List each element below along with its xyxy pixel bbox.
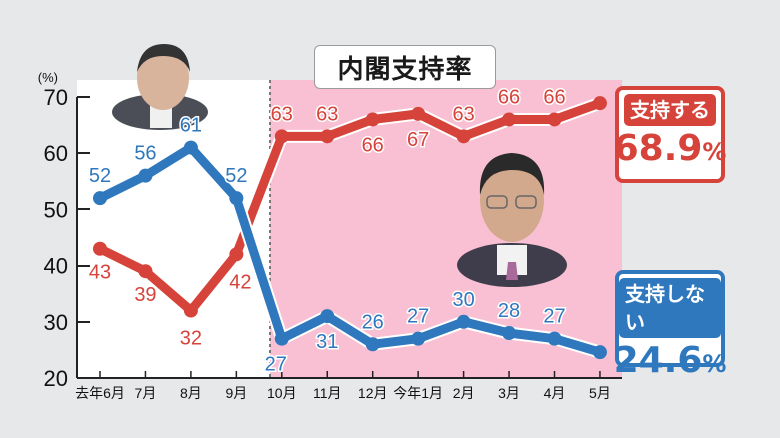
chart-title: 内閣支持率 [314, 45, 496, 89]
data-label: 63 [316, 103, 338, 125]
data-point [411, 106, 426, 121]
data-point [592, 345, 607, 360]
data-point [320, 309, 335, 324]
data-label: 32 [180, 328, 202, 350]
plot-area-previous [77, 80, 270, 378]
data-label: 28 [498, 300, 520, 322]
y-tick-label: 60 [44, 141, 68, 166]
legend-nonsupport-value: 24.6% [613, 340, 727, 381]
data-label: 56 [134, 143, 156, 165]
unit-label: (%) [38, 70, 58, 85]
x-tick-label: 今年1月 [393, 385, 443, 401]
y-tick-label: 50 [44, 197, 68, 222]
data-point [320, 129, 335, 144]
data-label: 61 [180, 115, 202, 137]
x-tick-label: 4月 [544, 385, 566, 401]
data-point [229, 191, 244, 206]
data-label: 27 [543, 306, 565, 328]
data-point [93, 241, 107, 256]
x-tick-label: 12月 [358, 385, 388, 401]
x-tick-label: 10月 [267, 385, 297, 401]
x-tick-label: 8月 [180, 385, 202, 401]
data-label: 63 [452, 103, 474, 125]
data-point [365, 112, 380, 127]
data-point [547, 112, 562, 127]
data-point [365, 337, 380, 352]
suga-portrait [112, 44, 208, 130]
legend-nonsupport: 支持しない 24.6% [614, 270, 726, 381]
x-tick-label: 11月 [313, 385, 342, 401]
data-point [547, 331, 562, 346]
data-label: 63 [271, 103, 293, 125]
data-point [411, 331, 426, 346]
data-point [138, 168, 153, 183]
data-label: 27 [407, 306, 429, 328]
data-point [93, 191, 107, 206]
data-point [274, 331, 289, 346]
legend-nonsupport-label: 支持しない [619, 278, 721, 338]
x-tick-label: 去年6月 [75, 385, 125, 401]
data-point [229, 247, 244, 262]
x-tick-label: 7月 [135, 385, 157, 401]
data-label: 67 [407, 129, 429, 151]
legend-support-value: 68.9% [613, 128, 727, 169]
data-point [274, 129, 289, 144]
data-point [183, 140, 198, 155]
series-layer: 43 39 32 42 63 63 66 67 63 66 66 52 56 61 52 27 31 26 27 30… [87, 85, 607, 377]
data-point [502, 112, 517, 127]
x-tick-label: 5月 [589, 385, 611, 401]
x-axis-ticks [99, 371, 601, 378]
x-tick-label: 2月 [453, 385, 475, 401]
data-point [183, 303, 198, 318]
data-point [138, 264, 153, 279]
data-label: 52 [225, 165, 247, 187]
data-label: 39 [134, 284, 156, 306]
legend-support: 支持する 68.9% [613, 86, 727, 183]
kishida-portrait [457, 153, 567, 287]
y-tick-label: 30 [44, 310, 68, 335]
y-tick-label: 70 [44, 85, 68, 110]
data-label: 26 [362, 311, 384, 333]
data-label: 42 [229, 271, 251, 293]
data-label: 66 [498, 86, 520, 108]
data-label: 30 [452, 289, 474, 311]
data-point [456, 314, 471, 329]
x-tick-label: 9月 [225, 385, 247, 401]
data-label: 27 [265, 354, 287, 376]
x-axis-labels: 去年6月 7月 8月 9月 10月 11月 12月 今年1月 2月 3月 4月 5月 [75, 385, 611, 401]
data-label: 43 [89, 262, 111, 284]
data-point [456, 129, 471, 144]
series-support: 43 39 32 42 63 63 66 67 63 66 66 [87, 85, 607, 351]
series-nonsupport: 52 56 61 52 27 31 26 27 30 28 27 [87, 113, 607, 377]
data-label: 31 [316, 331, 338, 353]
x-tick-label: 3月 [498, 385, 520, 401]
legend-support-label: 支持する [624, 94, 716, 126]
data-point [502, 326, 517, 341]
data-label: 66 [543, 86, 565, 108]
y-axis [76, 96, 90, 378]
y-axis-labels: (%) 20 30 40 50 60 70 [38, 70, 68, 391]
y-tick-label: 20 [44, 366, 68, 391]
y-tick-label: 40 [44, 254, 68, 279]
data-label: 66 [362, 134, 384, 156]
data-label: 52 [89, 165, 111, 187]
data-point [592, 96, 607, 111]
